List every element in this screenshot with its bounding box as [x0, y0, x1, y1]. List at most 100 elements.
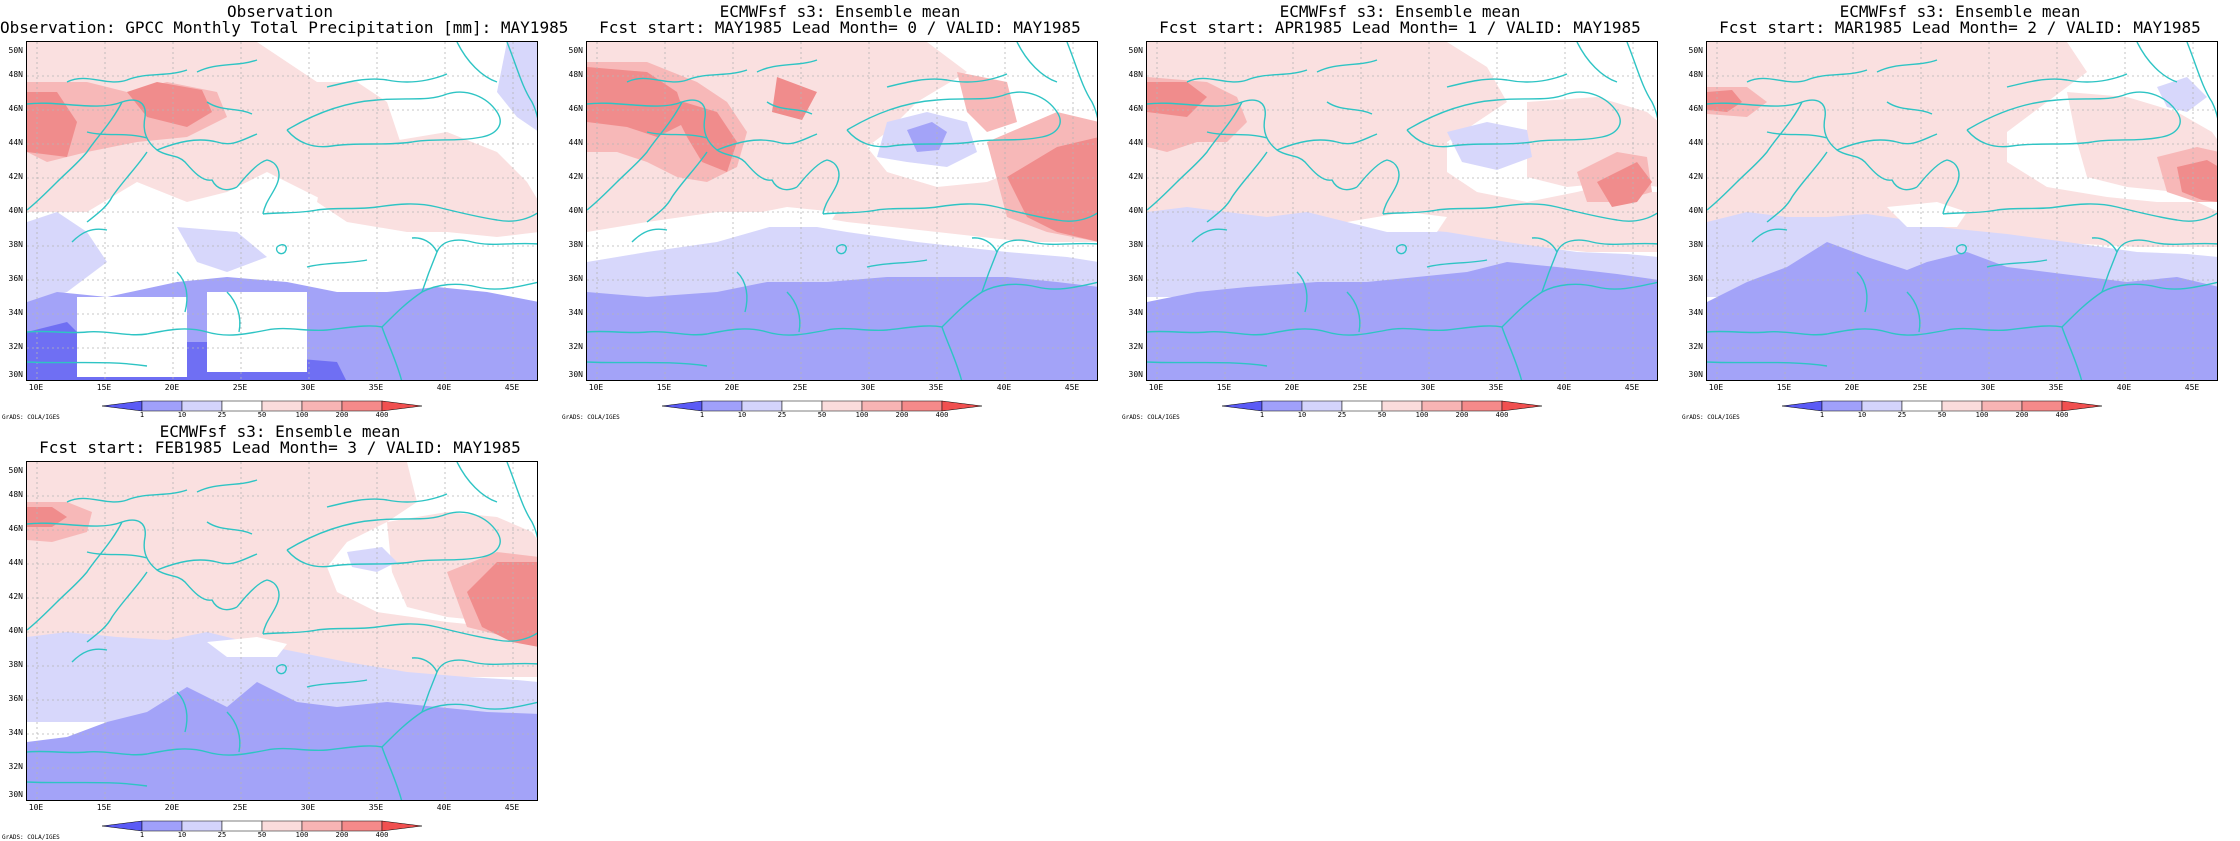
colorbar-label: 100: [855, 411, 869, 419]
coastline: [1346, 291, 1361, 333]
coastline: [196, 479, 258, 493]
coastline: [1147, 99, 1358, 191]
colorbar-segment: [1981, 400, 2023, 412]
coastline: [1406, 91, 1621, 148]
precip-shade: [27, 42, 407, 217]
lon-label: 30E: [300, 383, 316, 392]
coastline: [1942, 203, 2217, 222]
panel-title: ECMWFsf s3: Ensemble mean: [719, 2, 961, 21]
lon-label: 40E: [436, 383, 452, 392]
coastline: [1426, 259, 1488, 268]
colorbar-label: 10: [737, 411, 747, 419]
lat-label: 40N: [568, 206, 583, 215]
colorbar-segment: [1341, 400, 1383, 412]
lon-label: 15E: [1216, 383, 1232, 392]
colorbar-segment: [1221, 400, 1263, 412]
colorbar-segment: [1421, 400, 1463, 412]
colorbar-segment: [1461, 400, 1503, 412]
coastline: [306, 679, 368, 688]
lat-label: 34N: [8, 728, 23, 737]
coastline: [1916, 159, 1960, 215]
coastline: [86, 551, 148, 559]
coastline: [1326, 101, 1373, 115]
lon-label: 35E: [928, 383, 944, 392]
lat-label: 42N: [1688, 172, 1703, 181]
precip-shade: [497, 42, 537, 131]
coastline: [1886, 101, 1933, 115]
colorbar-label: 400: [2055, 411, 2069, 419]
coastline: [411, 237, 438, 253]
precip-shade: [772, 77, 817, 120]
coastline: [1395, 244, 1407, 255]
coastline: [971, 237, 998, 253]
coastline: [176, 691, 188, 733]
lat-label: 48N: [8, 70, 23, 79]
coastline: [835, 244, 847, 255]
map-area: [1706, 41, 2218, 381]
map-area: [26, 41, 538, 381]
precip-shade: [667, 97, 737, 172]
coastline: [66, 69, 188, 83]
colorbar-label: 100: [1975, 411, 1989, 419]
lat-label: 48N: [1688, 70, 1703, 79]
colorbar-label: 25: [1337, 411, 1347, 419]
lat-label: 44N: [568, 138, 583, 147]
coastline: [262, 203, 537, 222]
colorbar-segment: [1261, 400, 1303, 412]
precip-shade: [1887, 202, 1967, 227]
precip-shade: [317, 132, 537, 237]
coastline: [381, 701, 537, 748]
lat-label: 40N: [8, 626, 23, 635]
precip-shade: [1147, 82, 1207, 117]
lon-label: 45E: [504, 383, 520, 392]
coastline: [1206, 151, 1268, 223]
colorbar-label: 200: [335, 411, 349, 419]
lat-label: 32N: [8, 342, 23, 351]
coastline: [1147, 101, 1243, 211]
grads-credit: GrADS: COLA/IGES: [2, 834, 60, 841]
coastline: [236, 159, 280, 215]
precipitation-map: [27, 42, 537, 380]
colorbar-segment: [701, 400, 743, 412]
colorbar-segment: [381, 400, 423, 412]
coastline: [587, 99, 798, 191]
lat-label: 32N: [1128, 342, 1143, 351]
coastline: [196, 59, 258, 73]
coastline: [1382, 203, 1657, 222]
lat-label: 50N: [1688, 46, 1703, 55]
precip-shade: [77, 297, 187, 377]
precip-shade: [1347, 212, 1447, 232]
lat-label: 44N: [8, 558, 23, 567]
coastline: [587, 361, 708, 367]
lon-label: 25E: [232, 803, 248, 812]
lat-label: 34N: [8, 308, 23, 317]
lon-label: 25E: [792, 383, 808, 392]
lon-label: 40E: [436, 803, 452, 812]
coastline: [456, 462, 498, 503]
coastline: [1147, 361, 1268, 367]
colorbar-label: 1: [1819, 411, 1825, 419]
lon-label: 35E: [368, 803, 384, 812]
lat-label: 46N: [8, 104, 23, 113]
precip-shade: [587, 67, 687, 137]
coastline: [27, 101, 123, 211]
colorbar-segment: [1941, 400, 1983, 412]
map-panel: ECMWFsf s3: Ensemble mean Fcst start: APR…: [1120, 0, 1680, 421]
coastline: [756, 59, 818, 73]
coastline: [1876, 59, 1938, 73]
colorbar-label: 200: [335, 831, 349, 839]
panel-title: Observation: [227, 2, 333, 21]
lat-label: 36N: [8, 694, 23, 703]
lat-label: 32N: [568, 342, 583, 351]
colorbar-label: 25: [777, 411, 787, 419]
colorbar-label: 100: [295, 411, 309, 419]
coastline: [1541, 239, 1657, 293]
coastline: [27, 99, 238, 191]
lon-label: 25E: [1912, 383, 1928, 392]
lat-label: 44N: [8, 138, 23, 147]
lat-label: 34N: [568, 308, 583, 317]
coastline: [236, 579, 280, 635]
colorbar-label: 50: [1377, 411, 1387, 419]
colorbar-segment: [1901, 400, 1943, 412]
panel-subtitle: Fcst start: MAR1985 Lead Month= 2 / VALI…: [1719, 18, 2201, 37]
